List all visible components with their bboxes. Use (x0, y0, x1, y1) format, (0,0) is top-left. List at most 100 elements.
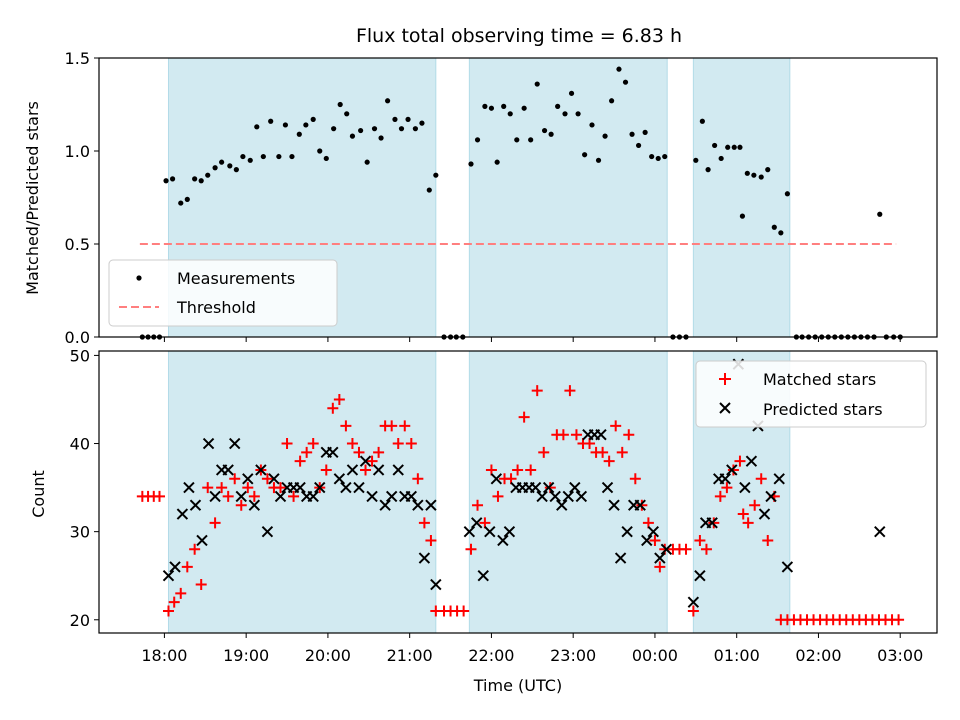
measurement-point-52 (494, 159, 500, 165)
top-y-tick-label-1: 0.5 (65, 235, 90, 254)
measurement-point-14 (233, 167, 239, 173)
predicted-star-point-57 (562, 490, 574, 503)
matched-star-point-84 (687, 605, 699, 617)
top-plot-frame (98, 57, 938, 338)
predicted-star-point-88 (874, 525, 886, 538)
legend-predicted-label: Predicted stars (763, 400, 883, 419)
matched-star-point-25 (301, 446, 313, 458)
legend-measurements-marker (136, 275, 142, 281)
matched-star-point-93 (742, 517, 754, 529)
matched-star-point-33 (353, 446, 365, 458)
matched-star-point-56 (505, 473, 517, 485)
matched-star-point-61 (538, 446, 550, 458)
measurement-point-11 (212, 165, 218, 171)
matched-star-point-78 (649, 534, 661, 546)
matched-star-point-15 (235, 499, 247, 511)
predicted-star-point-76 (706, 517, 718, 529)
measurement-point-41 (419, 120, 425, 126)
matched-star-point-49 (458, 605, 470, 617)
predicted-star-point-23 (314, 481, 326, 494)
predicted-star-point-11 (235, 490, 247, 503)
predicted-star-point-38 (412, 499, 424, 511)
predicted-star-point-17 (274, 490, 287, 503)
measurement-point-16 (247, 157, 253, 163)
predicted-star-point-48 (503, 525, 516, 538)
bottom-shade-band-1 (468, 350, 668, 634)
measurement-point-61 (555, 103, 561, 109)
measurement-point-17 (254, 124, 260, 130)
predicted-star-point-86 (773, 473, 785, 485)
measurement-point-7 (184, 196, 190, 202)
measurement-point-55 (514, 137, 520, 143)
predicted-star-point-35 (392, 464, 404, 476)
x-tick-label-9: 03:00 (877, 646, 923, 665)
measurement-point-33 (364, 159, 370, 165)
measurement-point-67 (595, 157, 602, 163)
matched-star-point-42 (412, 473, 424, 485)
predicted-star-point-82 (745, 455, 758, 467)
matched-star-point-66 (570, 429, 582, 441)
matched-star-point-8 (189, 543, 201, 555)
matched-star-point-9 (195, 579, 207, 591)
predicted-star-point-68 (634, 499, 646, 511)
measurement-point-68 (602, 133, 608, 139)
predicted-star-point-69 (641, 534, 653, 547)
matched-star-point-14 (229, 473, 241, 485)
measurement-point-48 (468, 161, 474, 167)
measurement-point-32 (358, 127, 364, 134)
predicted-star-point-62 (595, 429, 607, 441)
measurement-point-26 (317, 148, 323, 154)
measurement-point-9 (198, 178, 204, 184)
predicted-star-point-28 (346, 464, 359, 476)
matched-star-point-16 (242, 482, 254, 494)
measurement-point-4 (163, 178, 169, 184)
measurement-point-85 (718, 155, 724, 162)
matched-star-point-92 (737, 508, 749, 520)
predicted-star-point-70 (647, 525, 660, 538)
matched-star-point-116 (893, 614, 905, 626)
matched-star-point-50 (465, 543, 477, 555)
measurement-point-15 (240, 153, 246, 160)
matched-star-point-59 (525, 464, 537, 476)
measurement-point-57 (528, 137, 534, 143)
matched-star-point-96 (762, 534, 774, 546)
matched-star-point-94 (749, 499, 761, 511)
measurement-point-13 (227, 163, 233, 169)
matched-star-point-74 (623, 429, 635, 441)
measurement-point-64 (575, 111, 581, 117)
matched-star-point-11 (209, 517, 221, 529)
predicted-star-point-74 (694, 570, 706, 582)
bottom-plot-frame (98, 350, 938, 634)
predicted-star-point-66 (621, 525, 633, 538)
top-y-axis-label: Matched/Predicted stars (23, 101, 42, 295)
bottom-y-tick-label-3: 50 (70, 346, 90, 365)
predicted-star-point-42 (463, 525, 476, 538)
predicted-star-point-20 (294, 481, 306, 494)
measurement-point-25 (310, 116, 316, 122)
predicted-star-point-25 (327, 446, 339, 459)
top-shade-band-1 (468, 57, 668, 338)
predicted-star-point-63 (601, 481, 614, 494)
matched-star-point-73 (616, 446, 628, 458)
matched-star-point-75 (629, 473, 641, 485)
predicted-star-point-56 (556, 499, 568, 511)
measurement-point-21 (282, 122, 289, 128)
measurement-point-74 (642, 129, 648, 135)
predicted-star-point-65 (614, 552, 627, 564)
matched-star-point-6 (175, 587, 187, 599)
top-y-axis: 0.0 0.5 1.0 1.5 (65, 49, 99, 347)
measurement-point-88 (737, 144, 743, 150)
predicted-star-point-12 (242, 473, 254, 485)
measurement-point-51 (488, 105, 495, 111)
measurement-point-84 (712, 142, 718, 149)
x-axis-label: Time (UTC) (473, 676, 562, 695)
matched-star-point-35 (366, 455, 378, 467)
matched-star-point-91 (734, 455, 746, 467)
predicted-star-point-87 (781, 561, 794, 573)
measurement-point-50 (482, 103, 488, 109)
bottom-y-tick-label-1: 30 (70, 523, 90, 542)
predicted-star-point-55 (549, 490, 561, 503)
measurement-point-31 (349, 133, 356, 139)
predicted-star-point-44 (477, 570, 489, 582)
